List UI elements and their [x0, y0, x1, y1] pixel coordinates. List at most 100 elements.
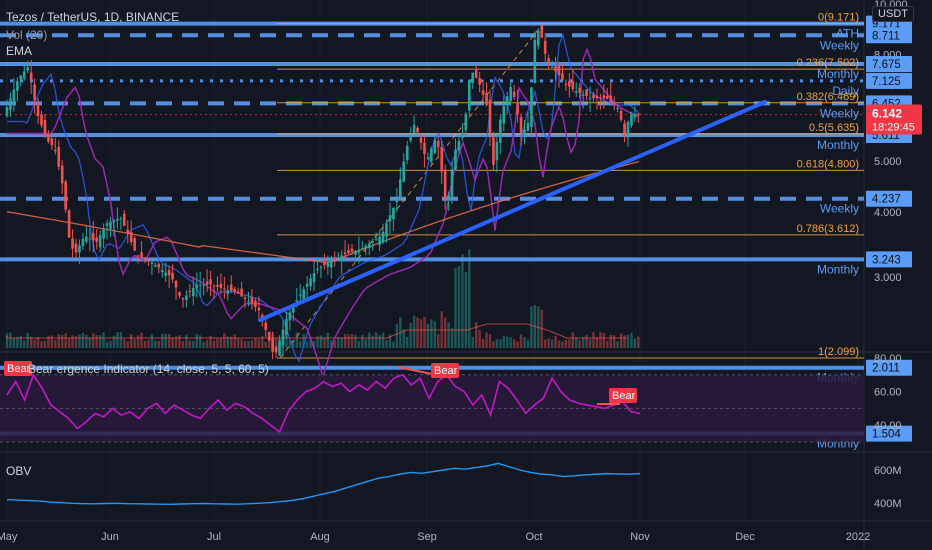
candle-body: [461, 132, 464, 138]
candle-body: [98, 235, 102, 248]
candle-body: [550, 66, 554, 68]
volume-bar: [199, 335, 202, 348]
volume-bar: [292, 340, 295, 348]
level-label: Monthly: [817, 67, 859, 81]
symbol-title[interactable]: Tezos / TetherUS, 1D, BINANCE: [6, 10, 180, 24]
candle-body: [171, 272, 174, 280]
candle-body: [226, 289, 230, 295]
candle-body: [147, 259, 150, 261]
candle-body: [271, 337, 274, 352]
candle-body: [426, 157, 430, 159]
volume-ma-line: [6, 323, 627, 339]
ema-long-line: [6, 160, 640, 264]
volume-bar: [388, 334, 392, 348]
candle-body: [143, 257, 147, 260]
volume-bar: [202, 341, 205, 348]
volume-bar: [475, 322, 478, 348]
candle-body: [592, 94, 595, 99]
volume-bar: [12, 337, 16, 348]
candle-body: [612, 102, 616, 105]
volume-bar: [61, 334, 64, 348]
candle-body: [574, 91, 578, 93]
candle-body: [150, 262, 154, 264]
volume-bar: [443, 317, 447, 348]
candle-body: [554, 66, 557, 72]
rsi-tick-label: 60.00: [874, 387, 902, 399]
volume-bar: [188, 340, 192, 348]
volume-bar: [154, 340, 157, 348]
candle-body: [33, 84, 36, 101]
candle-body: [198, 284, 202, 286]
candle-body: [468, 80, 471, 111]
volume-bar: [209, 335, 212, 348]
rsi-tick-label: 80.00: [874, 353, 902, 365]
volume-bar: [512, 339, 516, 348]
candle-body: [367, 243, 371, 248]
candle-body: [81, 238, 85, 247]
volume-bar: [33, 339, 36, 348]
volume-bar: [481, 339, 485, 348]
volume-bar: [240, 339, 243, 348]
candle-body: [523, 129, 526, 136]
candle-body: [126, 229, 130, 234]
bear-label: Bear: [434, 365, 458, 377]
candle-body: [240, 288, 243, 297]
volume-bar: [561, 341, 564, 348]
volume-bar: [354, 335, 357, 348]
candle-body: [60, 165, 64, 184]
volume-bar: [268, 339, 271, 348]
volume-bar: [305, 341, 309, 348]
volume-bar: [123, 339, 126, 348]
level-price-text: 7.125: [872, 76, 901, 88]
candle-body: [109, 221, 112, 229]
volume-bar: [426, 323, 430, 348]
volume-bar: [347, 334, 350, 348]
candle-body: [623, 123, 626, 136]
candle-body: [526, 122, 530, 131]
candle-body: [85, 236, 88, 242]
bear-label-box: [431, 363, 459, 378]
volume-bar: [288, 339, 292, 348]
volume-bar: [233, 334, 236, 348]
volume-bar: [423, 316, 426, 348]
volume-bar: [302, 333, 305, 348]
candle-body: [326, 263, 330, 267]
volume-bar: [523, 337, 526, 348]
candle-body: [116, 218, 119, 221]
candle-body: [374, 239, 378, 241]
candle-body: [95, 237, 98, 242]
y-tick-label: 5.000: [874, 156, 902, 168]
candle-body: [278, 340, 281, 356]
x-tick-label: Nov: [630, 531, 650, 543]
volume-bar: [554, 335, 557, 348]
candle-body: [519, 116, 523, 133]
candle-body: [485, 92, 488, 106]
volume-bar: [50, 335, 54, 348]
candle-body: [478, 77, 481, 85]
volume-bar: [450, 328, 454, 348]
volume-bar: [499, 339, 502, 348]
volume-bar: [392, 341, 395, 348]
volume-bar: [164, 333, 167, 348]
volume-bar: [181, 341, 185, 348]
volume-bar: [192, 340, 195, 348]
volume-bar: [88, 338, 91, 348]
candle-body: [609, 95, 613, 102]
volume-bar: [295, 332, 298, 348]
candle-body: [119, 218, 123, 220]
candle-body: [340, 255, 343, 262]
level-price-text: 8.711: [872, 30, 900, 42]
candle-body: [50, 138, 54, 146]
volume-bar: [174, 336, 178, 348]
volume-bar: [64, 333, 67, 348]
volume-bar: [357, 341, 361, 348]
level-label: Weekly: [820, 106, 859, 120]
candle-body: [178, 292, 181, 296]
currency-button[interactable]: USDT: [872, 6, 914, 22]
volume-bar: [412, 315, 416, 348]
candle-body: [64, 181, 67, 210]
volume-bar: [623, 335, 626, 348]
volume-bar: [516, 341, 519, 348]
candle-body: [29, 72, 33, 81]
